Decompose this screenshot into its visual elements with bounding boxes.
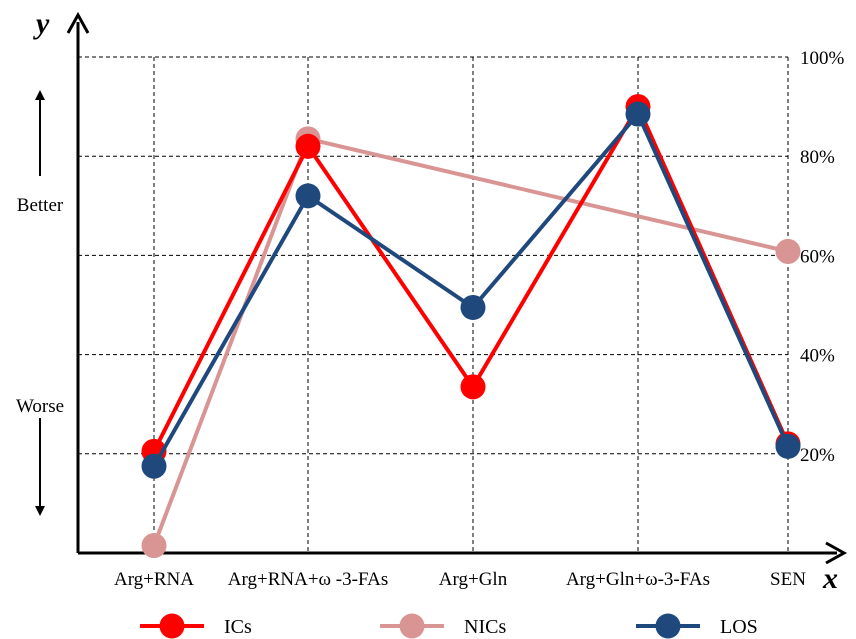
x-tick-label: Arg+Gln: [439, 569, 508, 590]
worse-label: Worse: [16, 396, 64, 417]
grid-lines: [78, 56, 789, 553]
x-axis-arrow-icon: [825, 541, 848, 565]
series-nics: [141, 126, 801, 559]
x-tick-label: SEN: [770, 569, 806, 590]
y-axis-arrow-icon: [66, 11, 90, 34]
series-layer: [141, 94, 801, 559]
data-point: [141, 533, 167, 559]
legend-item-nics: NICs: [380, 613, 506, 639]
x-axis-label: x: [822, 562, 838, 595]
legend-item-los: LOS: [636, 613, 758, 639]
data-point: [460, 294, 486, 320]
data-point: [295, 183, 321, 209]
data-point: [775, 238, 801, 264]
legend-label: LOS: [720, 616, 758, 638]
down-arrow-icon: [35, 506, 45, 516]
data-point: [460, 374, 486, 400]
x-tick-label: Arg+RNA: [114, 569, 194, 590]
legend-label: NICs: [464, 616, 506, 638]
data-point: [775, 433, 801, 459]
legend-marker-icon: [655, 613, 681, 639]
better-worse-annotation: Better Worse: [16, 90, 64, 516]
y-tick-label: 20%: [800, 445, 835, 466]
data-point: [141, 453, 167, 479]
legend-marker-icon: [159, 613, 185, 639]
series-line: [152, 104, 790, 453]
x-tick-label: Arg+RNA+ω -3-FAs: [228, 569, 388, 590]
series-los: [141, 101, 801, 479]
y-tick-labels: 20% 40% 60% 80% 100%: [800, 48, 845, 466]
x-tick-labels: Arg+RNA Arg+RNA+ω -3-FAs Arg+Gln Arg+Gln+ω-…: [114, 569, 806, 590]
axes: y x: [33, 7, 848, 595]
better-label: Better: [17, 195, 64, 216]
series-ics: [141, 94, 801, 464]
data-point: [295, 133, 321, 159]
legend-item-ics: ICs: [140, 613, 252, 639]
data-point: [625, 101, 651, 127]
legend-label: ICs: [224, 616, 252, 638]
y-tick-label: 80%: [800, 147, 835, 168]
series-line: [152, 136, 789, 547]
legend: ICs NICs LOS: [140, 613, 758, 639]
y-tick-label: 40%: [800, 346, 835, 367]
x-tick-label: Arg+Gln+ω-3-FAs: [566, 569, 710, 590]
y-tick-label: 60%: [800, 246, 835, 267]
legend-marker-icon: [399, 613, 425, 639]
y-tick-label: 100%: [800, 48, 845, 69]
y-axis-label: y: [33, 7, 50, 40]
up-arrow-icon: [35, 90, 45, 100]
